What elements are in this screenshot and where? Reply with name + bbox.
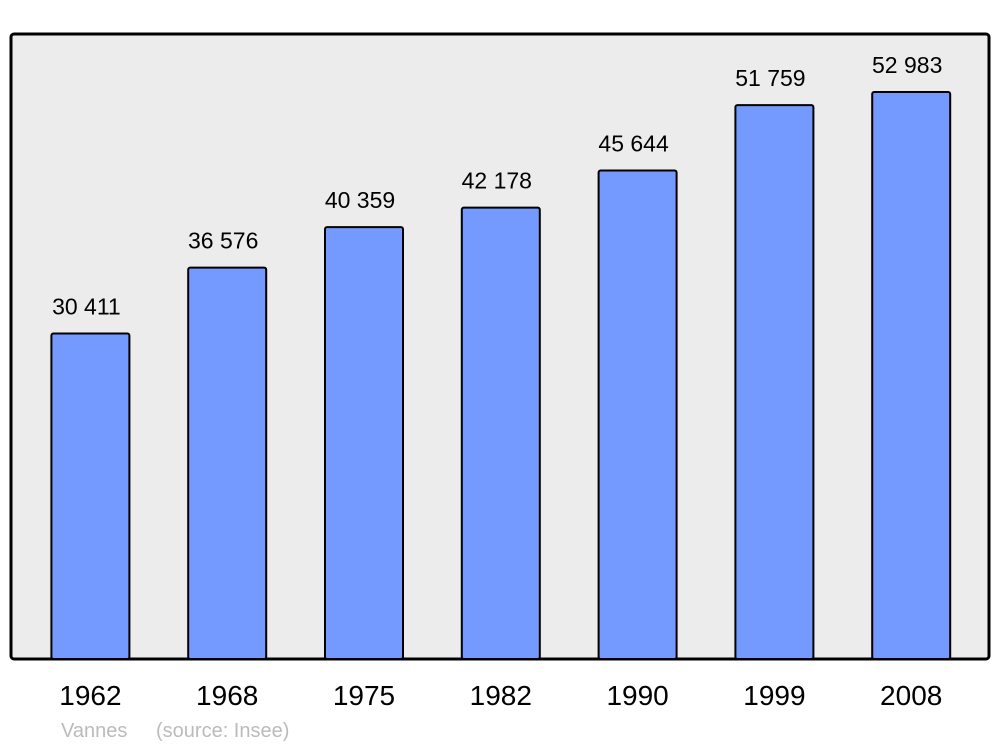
x-tick-label: 1975: [333, 680, 395, 711]
value-label: 30 411: [52, 294, 121, 320]
x-tick-label: 1982: [470, 680, 532, 711]
chart-title: Vannes: [61, 720, 127, 742]
bar: [871, 91, 952, 660]
x-tick-label: 1990: [606, 680, 668, 711]
bar: [734, 104, 815, 660]
value-label: 51 759: [735, 65, 805, 91]
bar: [460, 206, 541, 661]
bar: [187, 266, 268, 660]
value-label: 42 178: [462, 168, 532, 194]
x-tick-label: 1962: [59, 680, 121, 711]
value-label: 52 983: [872, 52, 942, 78]
value-label: 45 644: [598, 131, 669, 157]
bar: [597, 169, 678, 661]
value-label: 36 576: [188, 228, 258, 254]
value-label: 40 359: [325, 187, 395, 213]
bar: [50, 332, 131, 660]
source-note: (source: Insee): [156, 720, 289, 742]
x-tick-label: 1999: [743, 680, 805, 711]
x-tick-label: 2008: [880, 680, 942, 711]
bar: [324, 226, 404, 660]
x-tick-label: 1968: [196, 680, 258, 711]
